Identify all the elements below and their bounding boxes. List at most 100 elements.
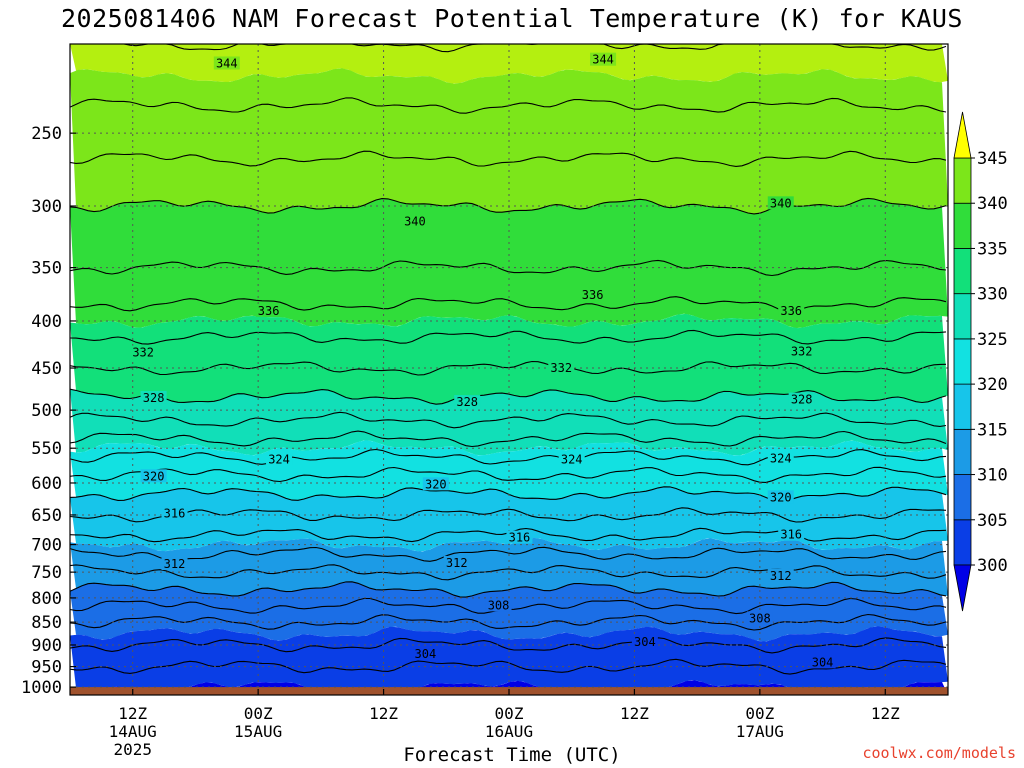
contour-label: 328 bbox=[791, 393, 813, 407]
isentrope-314 bbox=[69, 546, 947, 562]
colorbar-label: 330 bbox=[977, 285, 1008, 305]
isentrope-334 bbox=[69, 329, 947, 345]
contour-label: 340 bbox=[404, 215, 426, 229]
y-axis-ticks: 250 300 350 400 450 500 550 600 650 700 750 800 850 9… bbox=[21, 124, 76, 698]
colorbar-segment bbox=[953, 428, 972, 475]
contour-label-bg bbox=[401, 214, 428, 228]
isentrope-344 bbox=[69, 97, 947, 114]
isentrope-342 bbox=[69, 150, 947, 167]
contour-label-bg bbox=[454, 395, 481, 409]
contour-label: 316 bbox=[509, 531, 531, 545]
contour-label: 336 bbox=[780, 304, 802, 318]
x-tick-label: 12Z bbox=[620, 704, 649, 723]
contour-label-bg bbox=[558, 452, 585, 466]
contour-label-bg bbox=[746, 611, 773, 625]
colorbar-segment bbox=[953, 338, 972, 385]
y-tick-label: 850 bbox=[31, 613, 62, 633]
x-tick-label: 00Z bbox=[495, 704, 524, 723]
colorbar-segment bbox=[953, 474, 972, 521]
contour-label: 328 bbox=[456, 395, 478, 409]
contour-label-bg bbox=[412, 646, 439, 660]
contour-label-bg bbox=[506, 530, 533, 544]
x-tick-label: 12Z bbox=[871, 704, 900, 723]
contour-label-bg bbox=[767, 196, 794, 210]
contour-label: 316 bbox=[164, 507, 186, 521]
theta-band-302 bbox=[70, 626, 948, 694]
contour-label: 324 bbox=[561, 453, 583, 467]
contour-label: 336 bbox=[258, 304, 280, 318]
contour-label: 312 bbox=[446, 556, 468, 570]
y-tick-label: 350 bbox=[31, 259, 62, 279]
contour-label-bg bbox=[140, 469, 167, 483]
colorbar-segment bbox=[953, 383, 972, 430]
isentrope-328 bbox=[69, 411, 947, 429]
isentrope-338 bbox=[69, 259, 947, 277]
y-tick-label: 300 bbox=[31, 197, 62, 217]
colorbar-segment bbox=[953, 157, 972, 204]
isentrope-320 bbox=[69, 486, 947, 503]
y-tick-label: 1000 bbox=[21, 678, 62, 698]
y-tick-label: 650 bbox=[31, 506, 62, 526]
y-tick-label: 500 bbox=[31, 401, 62, 421]
y-tick-label: 700 bbox=[31, 536, 62, 556]
contour-label-bg bbox=[161, 506, 188, 520]
contour-label: 344 bbox=[592, 53, 614, 67]
contour-label: 304 bbox=[634, 635, 656, 649]
contour-label: 340 bbox=[770, 196, 792, 210]
isentrope-340 bbox=[69, 197, 947, 215]
contour-label: 304 bbox=[415, 647, 437, 661]
contour-label-bg bbox=[443, 555, 470, 569]
contour-label: 332 bbox=[132, 346, 154, 360]
contour-label: 304 bbox=[812, 655, 834, 669]
x-tick-label: 12Z bbox=[369, 704, 398, 723]
isentrope-326 bbox=[69, 430, 947, 448]
y-tick-label: 550 bbox=[31, 439, 62, 459]
colorbar-label: 300 bbox=[977, 556, 1008, 576]
y-tick-label: 250 bbox=[31, 124, 62, 144]
contour-label-bg bbox=[778, 303, 805, 317]
theta-band-332 bbox=[70, 313, 948, 405]
contour-label: 324 bbox=[770, 451, 792, 465]
x-tick-label: 12Z bbox=[118, 704, 147, 723]
isentrope-330 bbox=[69, 388, 947, 405]
grid-lines bbox=[70, 44, 948, 695]
contour-label-bg bbox=[590, 52, 617, 66]
colorbar-bottom-arrow bbox=[953, 564, 972, 612]
contour-label-bg bbox=[778, 527, 805, 541]
contour-label-bg bbox=[767, 490, 794, 504]
chart-title: 2025081406 NAM Forecast Potential Temper… bbox=[61, 4, 963, 33]
x-tick-label: 17AUG bbox=[736, 722, 784, 741]
colorbar-label: 325 bbox=[977, 330, 1008, 350]
theta-band-307 bbox=[70, 581, 948, 642]
x-tick-label: 14AUG bbox=[109, 722, 157, 741]
colorbar-segment bbox=[953, 202, 972, 249]
y-tick-label: 900 bbox=[31, 636, 62, 656]
isentrope-310 bbox=[69, 581, 947, 598]
colorbar-label: 305 bbox=[977, 511, 1008, 531]
colorbar-label: 345 bbox=[977, 149, 1008, 169]
colorbar-segment bbox=[953, 248, 972, 295]
contour-label-bg bbox=[579, 288, 606, 302]
colorbar-label: 340 bbox=[977, 194, 1008, 214]
temperature-bands bbox=[70, 44, 948, 695]
contour-label-bg bbox=[140, 390, 167, 404]
isentrope-324 bbox=[69, 448, 947, 466]
isentrope-304 bbox=[69, 637, 947, 654]
colorbar-label: 310 bbox=[977, 466, 1008, 486]
theta-band-337 bbox=[70, 198, 948, 329]
contour-label-bg bbox=[485, 598, 512, 612]
y-tick-label: 400 bbox=[31, 312, 62, 332]
contour-label: 312 bbox=[770, 569, 792, 583]
contour-label: 320 bbox=[770, 490, 792, 504]
contour-label: 320 bbox=[143, 469, 165, 483]
colorbar-segment bbox=[953, 293, 972, 340]
x-tick-label: 2025 bbox=[113, 740, 152, 759]
colorbar-label: 320 bbox=[977, 375, 1008, 395]
contour-label: 316 bbox=[780, 528, 802, 542]
colorbar-segment bbox=[953, 519, 972, 566]
x-tick-label: 16AUG bbox=[485, 722, 533, 741]
contour-label-bg bbox=[788, 344, 815, 358]
x-axis-label: Forecast Time (UTC) bbox=[403, 744, 621, 766]
